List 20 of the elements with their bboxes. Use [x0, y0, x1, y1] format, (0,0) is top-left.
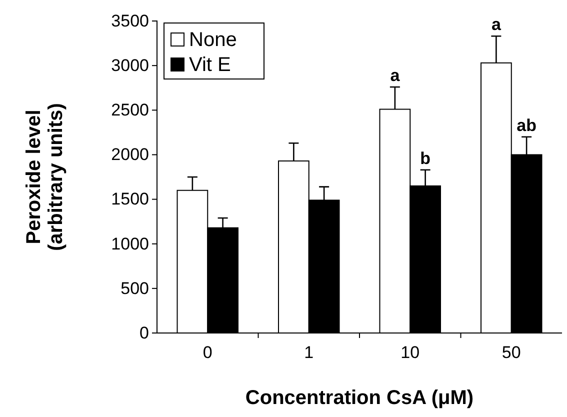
x-axis-title: Concentration CsA (μM) [245, 387, 474, 409]
legend-label: None [189, 29, 237, 51]
y-tick-label: 1500 [111, 190, 149, 209]
y-tick-label: 2000 [111, 145, 149, 164]
y-tick-label: 3500 [111, 11, 149, 30]
annotation: a [390, 66, 400, 85]
x-tick-label: 50 [502, 343, 521, 362]
legend-label: Vit E [189, 54, 231, 76]
y-tick-label: 0 [140, 323, 149, 342]
y-tick-label: 500 [120, 278, 149, 298]
y-tick-label: 1000 [111, 234, 149, 254]
y-tick-label: 3000 [111, 56, 149, 76]
annotation: b [420, 148, 431, 168]
annotation: ab [516, 116, 536, 135]
x-tick-label: 1 [304, 343, 314, 362]
y-tick-label: 2500 [111, 100, 149, 120]
x-tick-label: 0 [202, 343, 212, 362]
annotation: a [491, 15, 502, 34]
y-axis-title: Peroxide level (arbitrary units) [23, 103, 67, 251]
x-tick-label: 10 [400, 343, 420, 362]
